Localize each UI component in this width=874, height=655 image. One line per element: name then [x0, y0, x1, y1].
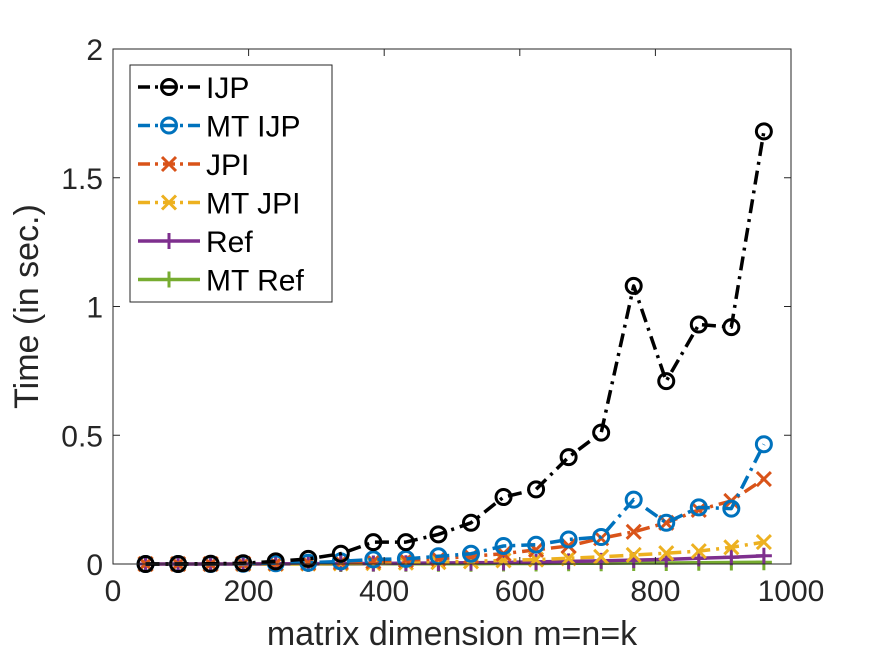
legend-label: MT Ref: [206, 265, 304, 298]
legend-marker: [160, 78, 178, 96]
data-point: [527, 480, 546, 499]
legend-entry: MT IJP: [138, 111, 300, 144]
data-point: [755, 470, 772, 488]
y-tick-label: 0.5: [61, 420, 103, 453]
legend-marker: [161, 271, 177, 288]
data-point: [593, 548, 610, 565]
legend-label: Ref: [206, 226, 253, 259]
data-point: [723, 539, 740, 556]
data-point: [625, 546, 642, 564]
data-point: [754, 435, 773, 454]
data-point: [364, 533, 383, 552]
y-tick-label: 1: [86, 292, 103, 325]
data-point: [559, 448, 578, 467]
data-point: [234, 554, 253, 573]
data-point: [657, 513, 676, 532]
legend-marker: [160, 116, 178, 135]
y-tick-label: 0: [86, 549, 103, 582]
data-point: [396, 533, 415, 552]
data-point: [429, 525, 448, 544]
data-point: [364, 550, 383, 569]
data-point: [689, 498, 708, 517]
x-tick-label: 800: [630, 575, 680, 608]
data-point: [755, 547, 772, 564]
legend-marker: [161, 233, 177, 249]
data-point: [722, 499, 741, 518]
x-tick-label: 400: [359, 575, 409, 608]
legend-entry: JPI: [138, 149, 249, 182]
data-point: [266, 552, 285, 571]
data-point: [690, 543, 707, 560]
legend-marker: [160, 194, 178, 211]
data-point: [560, 550, 577, 567]
data-point: [559, 530, 578, 549]
legend-entry: IJP: [138, 72, 249, 105]
legend-marker: [160, 155, 178, 173]
x-tick-label: 1000: [758, 575, 825, 608]
x-tick-label: 0: [105, 575, 122, 608]
x-tick-label: 200: [224, 575, 274, 608]
legend-label: JPI: [206, 149, 249, 182]
y-axis-label: Time (in sec.): [8, 204, 46, 409]
data-point: [527, 535, 546, 554]
data-point: [657, 372, 676, 391]
legend-entry: MT Ref: [138, 265, 304, 298]
data-point: [592, 423, 611, 442]
axes-layer: 0 200 400 600 800 1000 0 0.5 1 1.5 2: [61, 34, 824, 608]
data-point: [331, 544, 350, 563]
data-point: [722, 318, 741, 337]
legend: IJP MT IJP JPI MT JPI Ref MT Ref: [129, 64, 333, 303]
data-point: [494, 488, 513, 507]
data-point: [461, 544, 480, 563]
series-line: [145, 540, 765, 566]
x-tick-label: 600: [495, 575, 545, 608]
data-point: [494, 536, 513, 555]
data-point: [624, 276, 643, 295]
y-tick-label: 1.5: [61, 163, 103, 196]
data-point: [396, 549, 415, 568]
data-point: [723, 549, 740, 566]
data-point: [299, 549, 318, 568]
legend-entry: Ref: [138, 226, 253, 259]
data-point: [755, 534, 772, 551]
data-point: [461, 513, 480, 532]
data-point: [528, 553, 545, 570]
data-point: [592, 527, 611, 546]
data-point: [625, 523, 642, 540]
series-line: [145, 131, 766, 566]
series-ijp: [136, 122, 773, 573]
legend-entry: MT JPI: [138, 188, 300, 221]
legend-label: MT JPI: [206, 188, 300, 221]
legend-label: MT IJP: [206, 111, 300, 144]
data-point: [689, 315, 708, 334]
data-point: [560, 553, 577, 570]
data-point: [624, 490, 643, 509]
y-tick-label: 2: [86, 34, 103, 67]
data-point: [754, 122, 773, 141]
legend-label: IJP: [206, 72, 249, 105]
data-point: [658, 545, 675, 562]
legend-box: [129, 64, 333, 303]
x-axis-label: matrix dimension m=n=k: [267, 615, 638, 653]
